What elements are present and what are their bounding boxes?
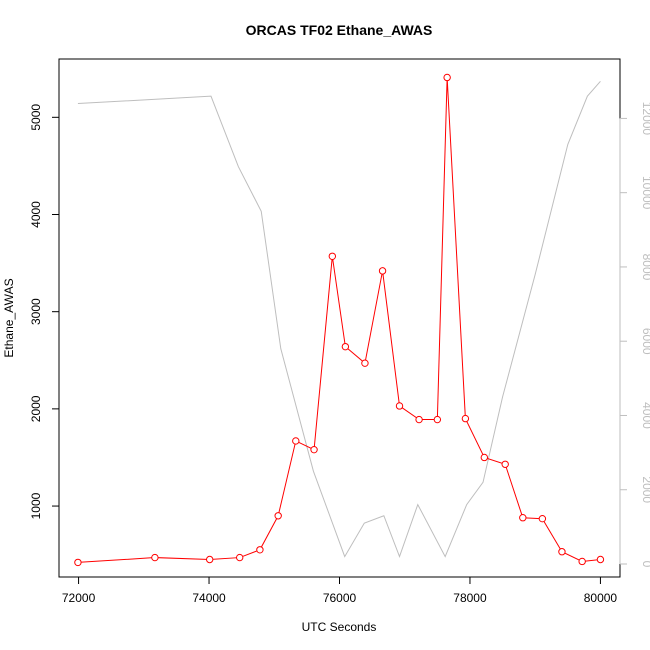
ethane-data-point — [395, 402, 404, 410]
ethane-data-point — [328, 252, 337, 260]
y-tick-label: 1000 — [29, 492, 43, 519]
y-axis-label: Ethane_AWAS — [2, 278, 16, 357]
ethane-data-point — [578, 557, 586, 566]
y2-tick-label: 6000 — [640, 328, 650, 355]
y-tick-label: 3000 — [29, 298, 43, 325]
ethane-data-point — [310, 445, 318, 454]
x-tick-label: 78000 — [453, 591, 487, 605]
ethane-data-point — [415, 415, 423, 424]
chart-title: ORCAS TF02 Ethane_AWAS — [246, 22, 433, 38]
series-layer — [74, 73, 605, 567]
y2-tick-label: 12000 — [640, 102, 650, 136]
ethane-data-point — [292, 437, 300, 445]
x-axis-label: UTC Seconds — [302, 620, 377, 634]
x-tick-label: 76000 — [323, 591, 357, 605]
x-tick-label: 74000 — [192, 591, 226, 605]
ethane-data-point — [480, 453, 489, 462]
ethane-data-point — [461, 414, 470, 423]
plot-frame — [58, 58, 621, 578]
altitude-series-line — [77, 80, 601, 559]
y-tick-label: 2000 — [29, 395, 43, 422]
ethane-data-point — [519, 514, 527, 522]
y2-tick-label: 10000 — [640, 176, 650, 210]
y2-tick-label: 8000 — [640, 254, 650, 281]
ethane-data-point — [256, 546, 264, 554]
x-axis: 72000 74000 76000 78000 80000 — [62, 577, 618, 605]
ethane-data-point — [341, 342, 350, 351]
y-tick-label: 5000 — [29, 104, 43, 131]
ethane-data-point — [378, 267, 387, 275]
ethane-data-point — [74, 558, 82, 567]
ethane-data-point — [443, 73, 451, 82]
y-tick-label: 4000 — [29, 201, 43, 228]
y2-tick-label: 2000 — [640, 476, 650, 503]
ethane-data-point — [596, 555, 605, 564]
y-axis-left: 1000 2000 3000 4000 5000 — [29, 104, 59, 519]
ethane-data-point — [538, 514, 547, 523]
ethane-data-point — [235, 553, 244, 562]
ethane-data-point — [151, 553, 159, 562]
ethane-data-point — [501, 460, 509, 468]
x-tick-label: 80000 — [584, 591, 618, 605]
ethane-data-point — [274, 512, 282, 520]
y-axis-right: 0 2000 4000 6000 8000 10000 12000 — [619, 102, 650, 568]
y2-tick-label: 0 — [640, 561, 650, 568]
y2-tick-label: 4000 — [640, 402, 650, 429]
ethane-data-point — [558, 548, 566, 556]
x-tick-label: 72000 — [62, 591, 96, 605]
ethane-data-point — [205, 555, 214, 564]
ethane-data-point — [433, 415, 442, 424]
ethane-series-line — [77, 77, 601, 563]
ethane-data-point — [361, 359, 369, 367]
